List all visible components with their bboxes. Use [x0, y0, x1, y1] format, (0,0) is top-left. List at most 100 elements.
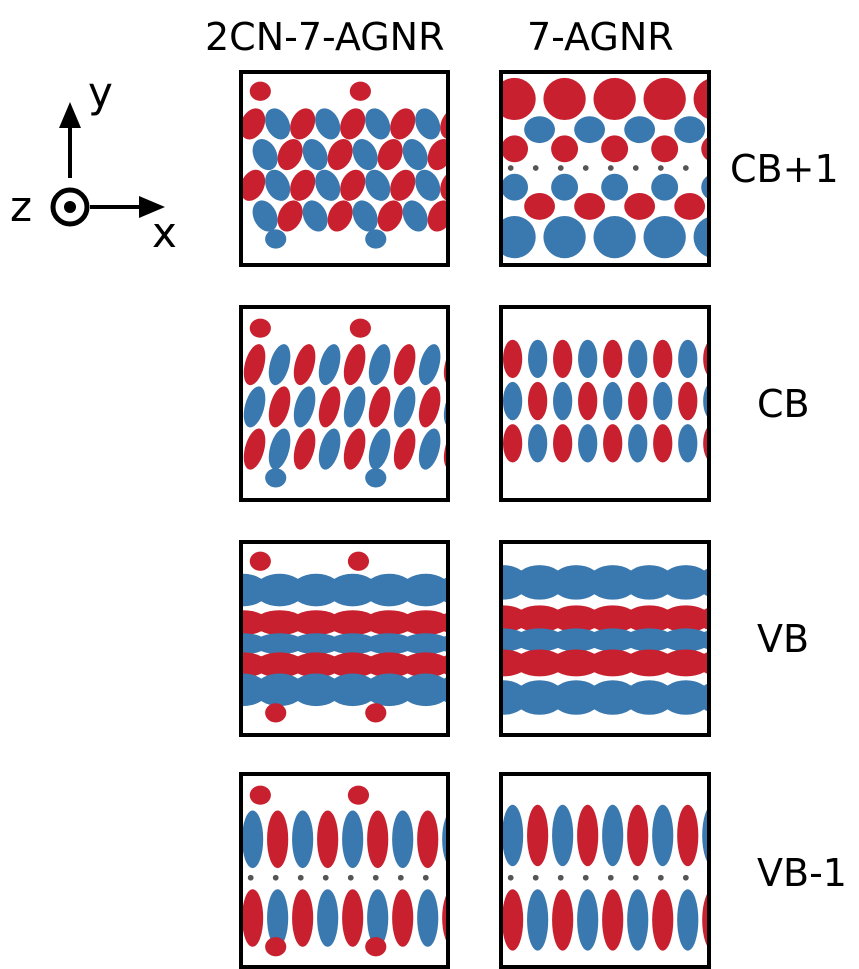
positive-band [514, 649, 565, 677]
positive-lobe [393, 344, 416, 386]
negative-lobe [367, 889, 389, 947]
negative-lobe [243, 810, 264, 869]
atom [607, 165, 614, 171]
positive-lobe [653, 424, 673, 463]
cn-group-lobe [265, 937, 287, 957]
negative-band [327, 673, 378, 707]
x-axis-label: x [152, 208, 177, 257]
negative-lobe [243, 386, 266, 428]
positive-lobe [268, 386, 291, 428]
negative-band [697, 630, 707, 650]
atom [507, 874, 514, 881]
positive-lobe [702, 894, 707, 946]
negative-lobe [352, 139, 378, 171]
positive-lobe [392, 889, 414, 947]
negative-lobe [267, 889, 289, 947]
positive-lobe [418, 386, 441, 428]
positive-lobe [703, 343, 707, 375]
positive-lobe [643, 77, 686, 121]
negative-lobe [252, 139, 278, 171]
z-axis-label: z [10, 182, 33, 231]
negative-band [437, 635, 446, 652]
negative-lobe [574, 116, 605, 144]
negative-band [697, 568, 707, 596]
negative-lobe [402, 139, 428, 171]
negative-lobe [628, 424, 648, 463]
positive-lobe [417, 810, 439, 869]
atom [557, 165, 564, 171]
negative-lobe [577, 889, 599, 951]
positive-lobe [503, 424, 523, 463]
positive-lobe [503, 339, 523, 379]
negative-band [514, 628, 565, 652]
positive-lobe [367, 810, 389, 869]
negative-band [291, 633, 342, 655]
negative-band [400, 673, 446, 707]
atom [682, 874, 689, 881]
positive-lobe [442, 895, 446, 941]
negative-band [624, 680, 675, 715]
negative-band [587, 565, 638, 600]
negative-lobe [503, 381, 523, 421]
negative-lobe [268, 428, 291, 470]
negative-lobe [702, 809, 707, 862]
positive-band [291, 652, 342, 678]
atom [657, 874, 664, 881]
axis-indicator [50, 102, 165, 227]
positive-lobe [527, 804, 549, 867]
negative-lobe [578, 339, 598, 379]
positive-lobe [393, 428, 416, 470]
positive-lobe [390, 108, 416, 140]
positive-lobe [292, 889, 314, 947]
column-title-2cn-7-agnr: 2CN-7-AGNR [205, 15, 445, 59]
negative-lobe [417, 889, 439, 947]
negative-band [254, 573, 305, 607]
cn-group-lobe [349, 81, 371, 101]
atom [682, 165, 689, 171]
negative-lobe [365, 169, 391, 201]
negative-lobe [528, 424, 548, 463]
negative-band [291, 673, 342, 707]
negative-lobe [677, 889, 699, 951]
atom [557, 874, 564, 881]
atom [607, 874, 614, 881]
positive-lobe [627, 804, 649, 867]
panel-7agnr-cb-plus-1 [499, 70, 711, 267]
positive-lobe [577, 804, 599, 867]
negative-lobe [315, 108, 341, 140]
positive-lobe [578, 381, 598, 421]
negative-lobe [293, 386, 316, 428]
atom [272, 874, 279, 881]
column-title-7-agnr: 7-AGNR [527, 15, 674, 59]
positive-lobe [343, 428, 366, 470]
negative-lobe [318, 428, 341, 470]
negative-lobe [265, 169, 291, 201]
negative-lobe [317, 889, 339, 947]
negative-lobe [528, 339, 548, 379]
negative-lobe [553, 381, 573, 421]
positive-band [660, 649, 707, 677]
positive-lobe [340, 169, 366, 201]
negative-lobe [601, 173, 629, 201]
negative-lobe [503, 215, 536, 259]
panel-7agnr-vb-1 [499, 772, 711, 969]
negative-band [364, 633, 415, 655]
positive-lobe [503, 135, 529, 163]
positive-lobe [593, 77, 636, 121]
positive-lobe [574, 192, 605, 220]
panel-7agnr-vb [499, 540, 711, 737]
negative-lobe [402, 200, 428, 232]
negative-band [400, 573, 446, 607]
negative-lobe [392, 810, 414, 869]
positive-lobe [693, 79, 707, 119]
negative-band [254, 633, 305, 655]
negative-lobe [701, 176, 707, 199]
negative-band [551, 628, 602, 652]
negative-lobe [268, 344, 291, 386]
positive-lobe [277, 139, 303, 171]
cn-group-lobe [249, 551, 271, 571]
x-arrowhead [139, 196, 165, 218]
negative-band [624, 565, 675, 600]
cn-group-lobe [265, 229, 287, 249]
negative-lobe [415, 108, 441, 140]
